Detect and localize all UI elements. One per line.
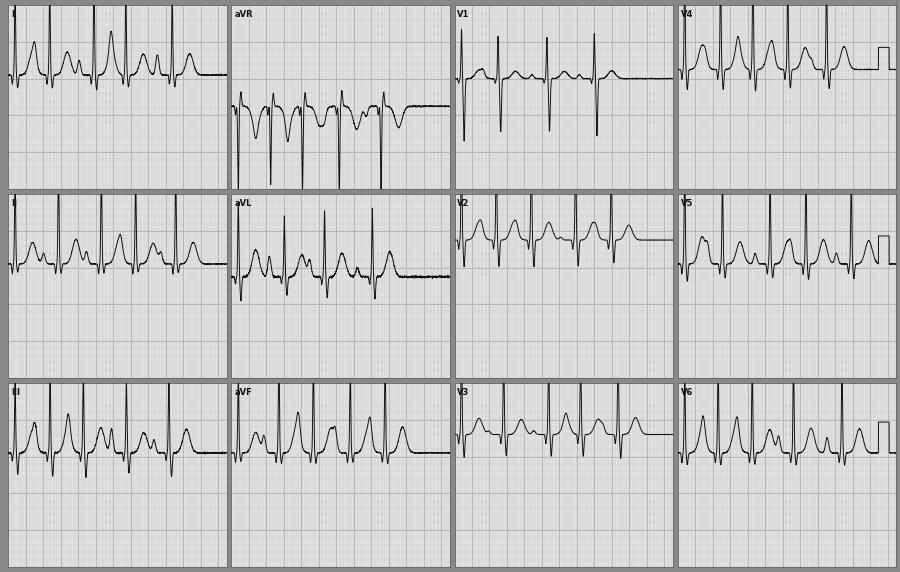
Text: V3: V3 [457,388,470,396]
Text: I: I [11,10,14,19]
Text: aVF: aVF [234,388,252,396]
Text: V5: V5 [680,198,693,208]
Text: V6: V6 [680,388,693,396]
Text: V4: V4 [680,10,693,19]
Text: aVR: aVR [234,10,253,19]
Text: II: II [11,198,17,208]
Text: aVL: aVL [234,198,251,208]
Text: V1: V1 [457,10,470,19]
Text: III: III [11,388,20,396]
Text: V2: V2 [457,198,470,208]
